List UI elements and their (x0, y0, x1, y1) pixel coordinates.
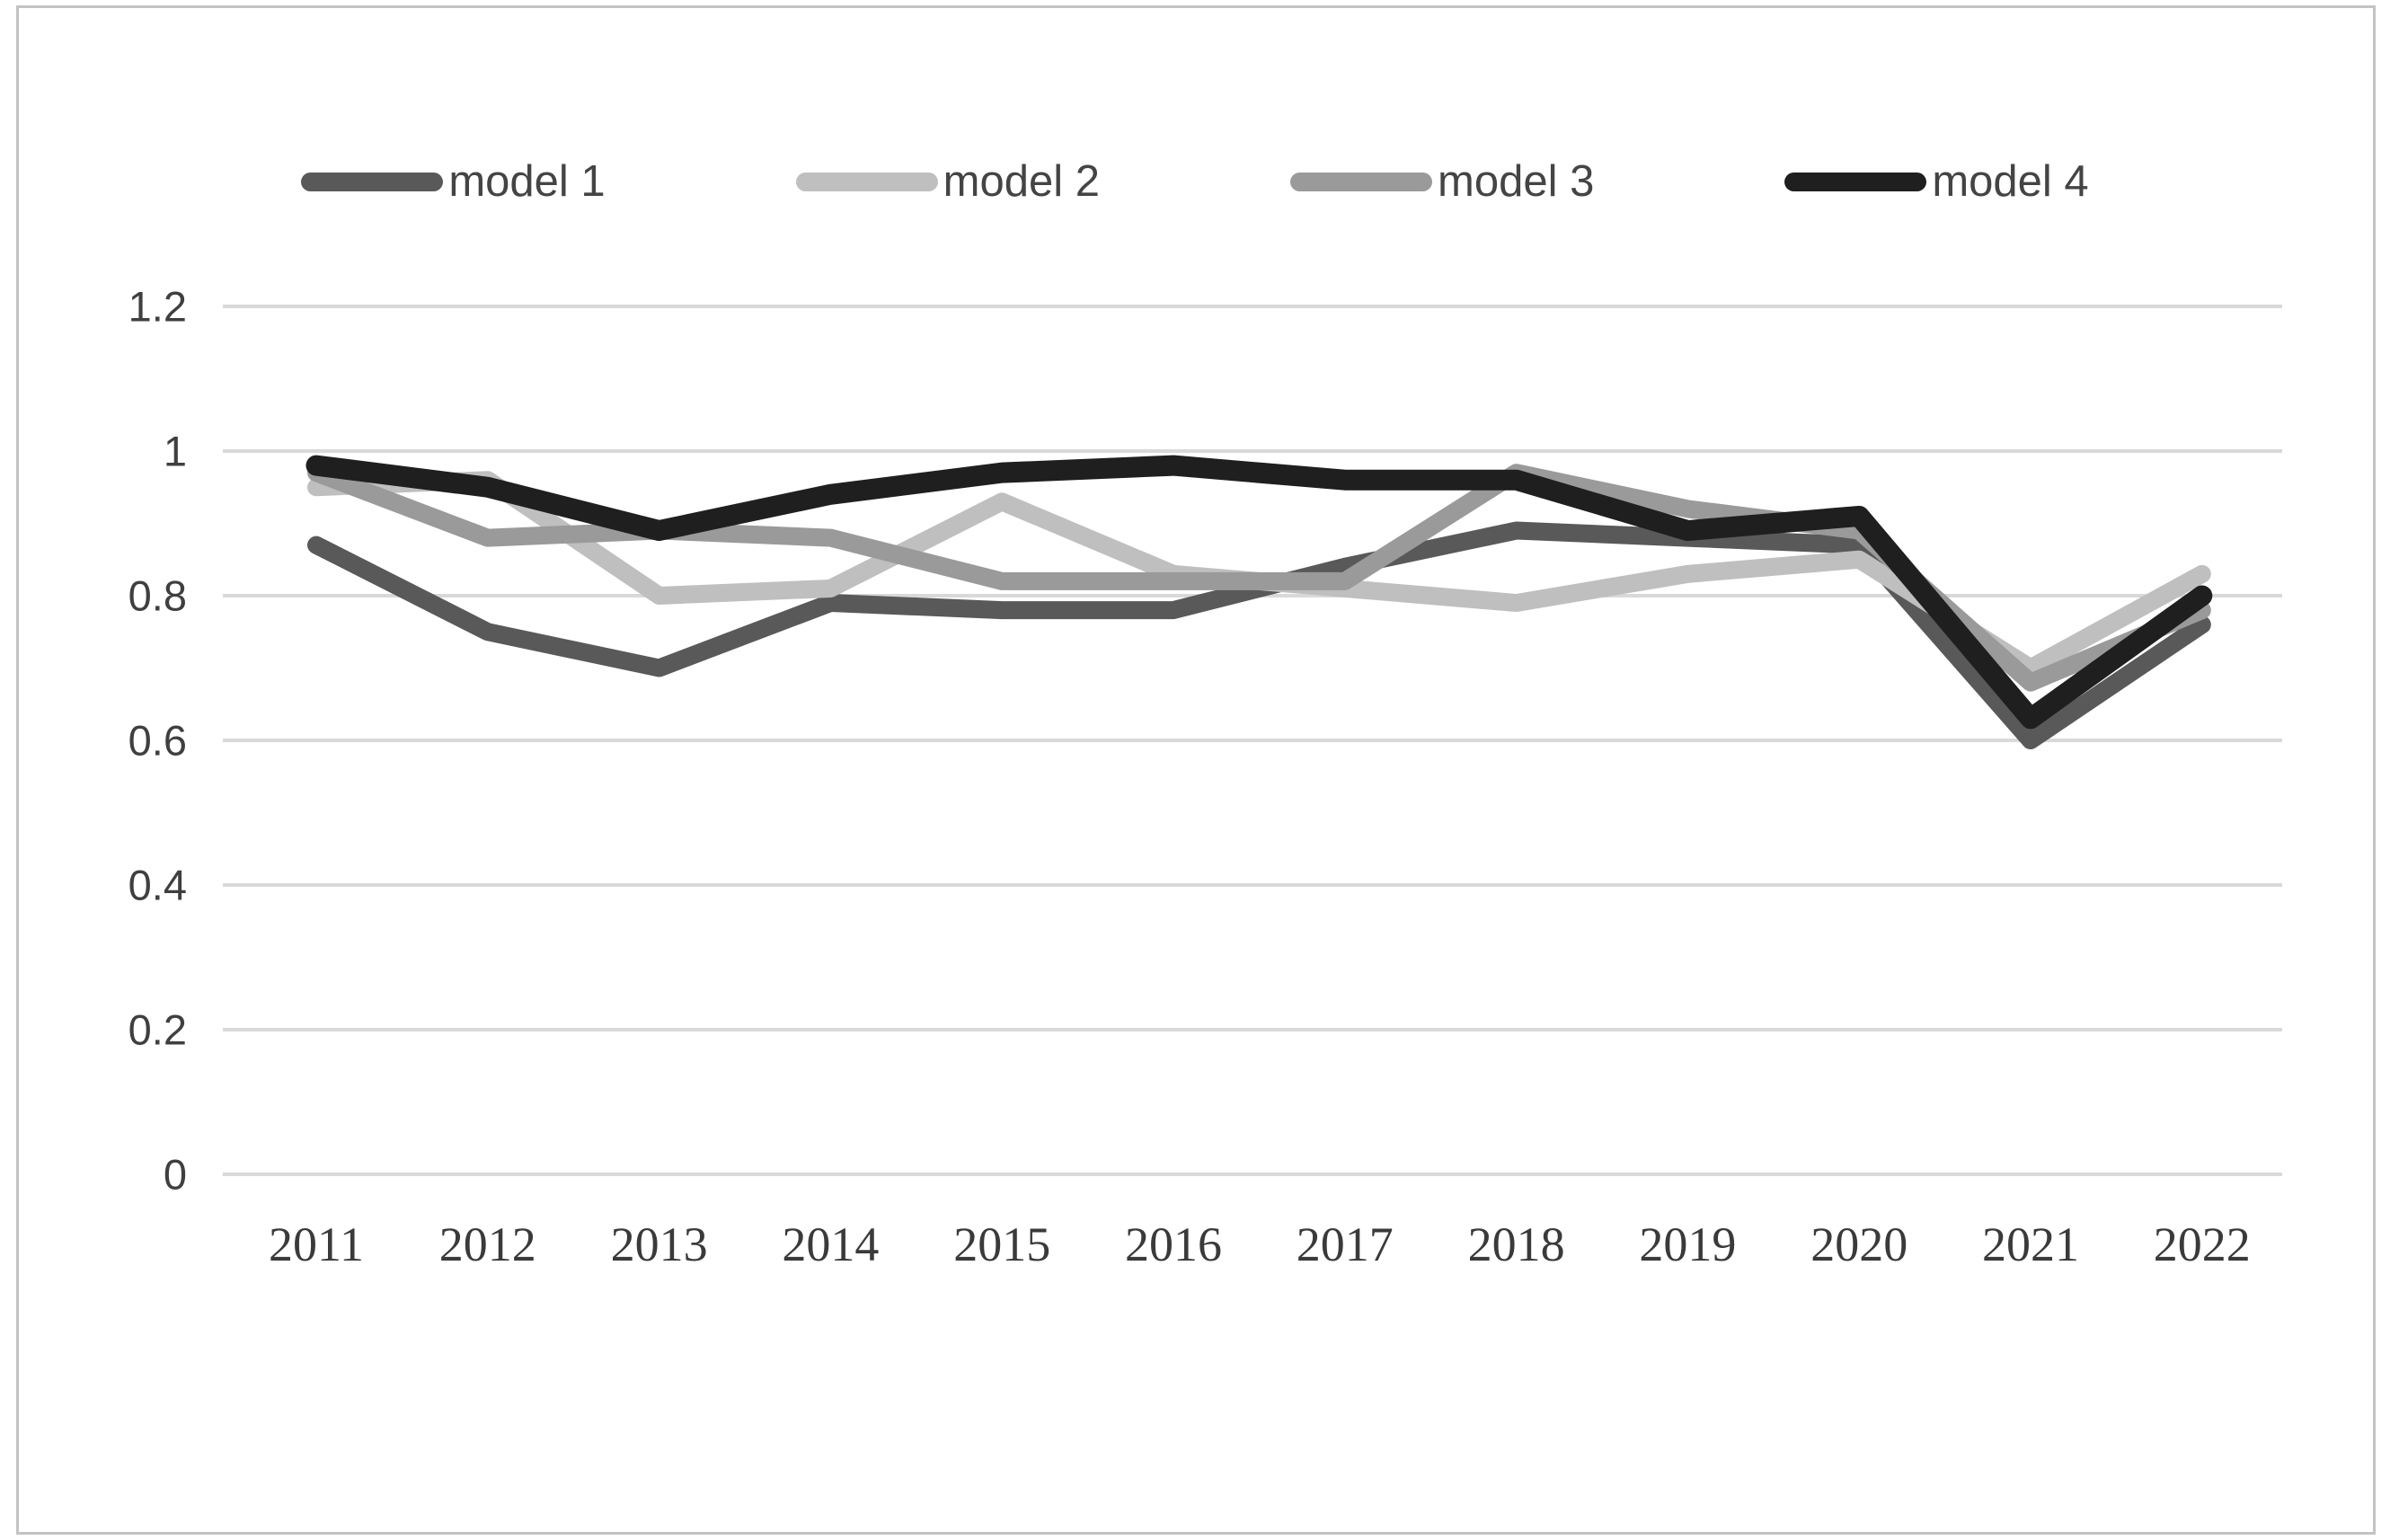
legend-label: model 4 (1932, 157, 2089, 206)
legend-item-model-2: model 2 (795, 157, 1100, 206)
x-tick-label: 2015 (953, 1217, 1051, 1271)
y-tick-label: 0.4 (128, 861, 187, 909)
x-tick-label: 2011 (269, 1217, 364, 1271)
x-tick-label: 2021 (1982, 1217, 2079, 1271)
model-2-swatch-icon (795, 173, 938, 191)
y-tick-label: 0.2 (128, 1005, 187, 1054)
legend-item-model-1: model 1 (301, 157, 606, 206)
x-tick-label: 2022 (2153, 1217, 2251, 1271)
model-4-swatch-icon (1784, 173, 1927, 191)
y-tick-label: 0 (163, 1150, 187, 1199)
y-tick-label: 1 (163, 427, 187, 475)
series-line-model-4 (305, 455, 2213, 730)
model-1-swatch-icon (301, 173, 444, 191)
x-tick-label: 2018 (1467, 1217, 1565, 1271)
legend-item-model-4: model 4 (1784, 157, 2089, 206)
x-tick-label: 2016 (1125, 1217, 1222, 1271)
x-tick-label: 2012 (438, 1217, 536, 1271)
legend-item-model-3: model 3 (1290, 160, 1594, 204)
legend-label: model 3 (1438, 157, 1595, 206)
model-3-swatch-icon (1290, 173, 1432, 191)
y-tick-label: 1.2 (128, 282, 187, 331)
x-tick-label: 2020 (1810, 1217, 1908, 1271)
x-tick-label: 2013 (610, 1217, 708, 1271)
legend-label: model 1 (448, 157, 606, 206)
legend-label: model 2 (943, 157, 1100, 206)
x-tick-label: 2019 (1639, 1217, 1737, 1271)
x-tick-label: 2017 (1296, 1217, 1394, 1271)
y-tick-label: 0.6 (128, 716, 187, 765)
y-tick-label: 0.8 (128, 571, 187, 620)
chart-legend: model 1 model 2 model 3 model 4 (0, 160, 2390, 204)
x-tick-label: 2014 (782, 1217, 880, 1271)
